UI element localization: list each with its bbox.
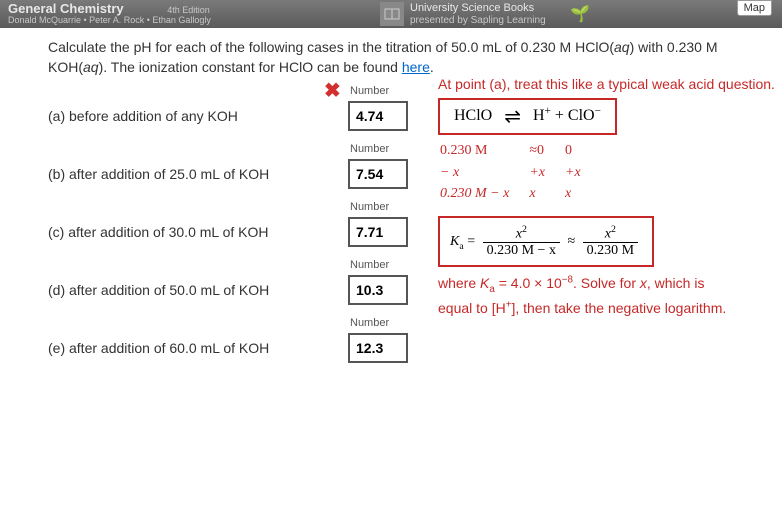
app-header: General Chemistry 4th Edition Donald McQ… — [0, 0, 782, 28]
content-area: Calculate the pH for each of the followi… — [0, 28, 782, 401]
answer-box: Number — [348, 101, 408, 131]
publisher-icon — [380, 2, 404, 26]
ka-equation: Ka = x20.230 M − x ≈ x20.230 M — [438, 216, 654, 268]
question-text: Calculate the pH for each of the followi… — [48, 38, 762, 77]
number-label: Number — [350, 201, 389, 213]
part-label: (d) after addition of 50.0 mL of KOH — [48, 282, 348, 298]
part-label: (b) after addition of 25.0 mL of KOH — [48, 166, 348, 182]
publisher-name: University Science Books — [410, 2, 546, 14]
answer-box: Number — [348, 333, 408, 363]
part-label: (e) after addition of 60.0 mL of KOH — [48, 340, 348, 356]
part-label: (c) after addition of 30.0 mL of KOH — [48, 224, 348, 240]
number-label: Number — [350, 259, 389, 271]
answer-box: Number — [348, 159, 408, 189]
number-label: Number — [350, 85, 389, 97]
incorrect-icon: ✖ — [324, 78, 341, 103]
answer-input-b[interactable] — [348, 159, 408, 189]
answer-input-e[interactable] — [348, 333, 408, 363]
equilibrium-equation: HClO ⇌ H+ + ClO− — [438, 98, 617, 135]
part-label: (a) before addition of any KOH — [48, 108, 348, 124]
part-row: (e) after addition of 60.0 mL of KOH Num… — [48, 333, 762, 363]
sprout-icon: 🌱 — [570, 4, 590, 24]
book-authors: Donald McQuarrie • Peter A. Rock • Ethan… — [8, 16, 211, 26]
ice-table-area: HClO ⇌ H+ + ClO− 0.230 M≈00 − x+x+x 0.23… — [438, 98, 726, 319]
ice-grid: 0.230 M≈00 − x+x+x 0.230 M − xxx — [438, 139, 601, 206]
number-label: Number — [350, 143, 389, 155]
ka-explanation: where Ka = 4.0 × 10−8. Solve for x, whic… — [438, 273, 726, 318]
answer-input-d[interactable] — [348, 275, 408, 305]
number-label: Number — [350, 317, 389, 329]
here-link[interactable]: here — [402, 59, 430, 75]
hint-text: At point (a), treat this like a typical … — [438, 76, 775, 92]
book-title: General Chemistry — [8, 1, 124, 16]
answer-box: Number — [348, 217, 408, 247]
answer-box: Number — [348, 275, 408, 305]
answer-input-c[interactable] — [348, 217, 408, 247]
book-edition: 4th Edition — [167, 5, 210, 15]
book-info: General Chemistry 4th Edition Donald McQ… — [0, 2, 211, 26]
publisher-info: University Science Books presented by Sa… — [380, 0, 546, 28]
answer-input-a[interactable] — [348, 101, 408, 131]
map-button[interactable]: Map — [737, 0, 772, 16]
publisher-sub: presented by Sapling Learning — [410, 15, 546, 26]
